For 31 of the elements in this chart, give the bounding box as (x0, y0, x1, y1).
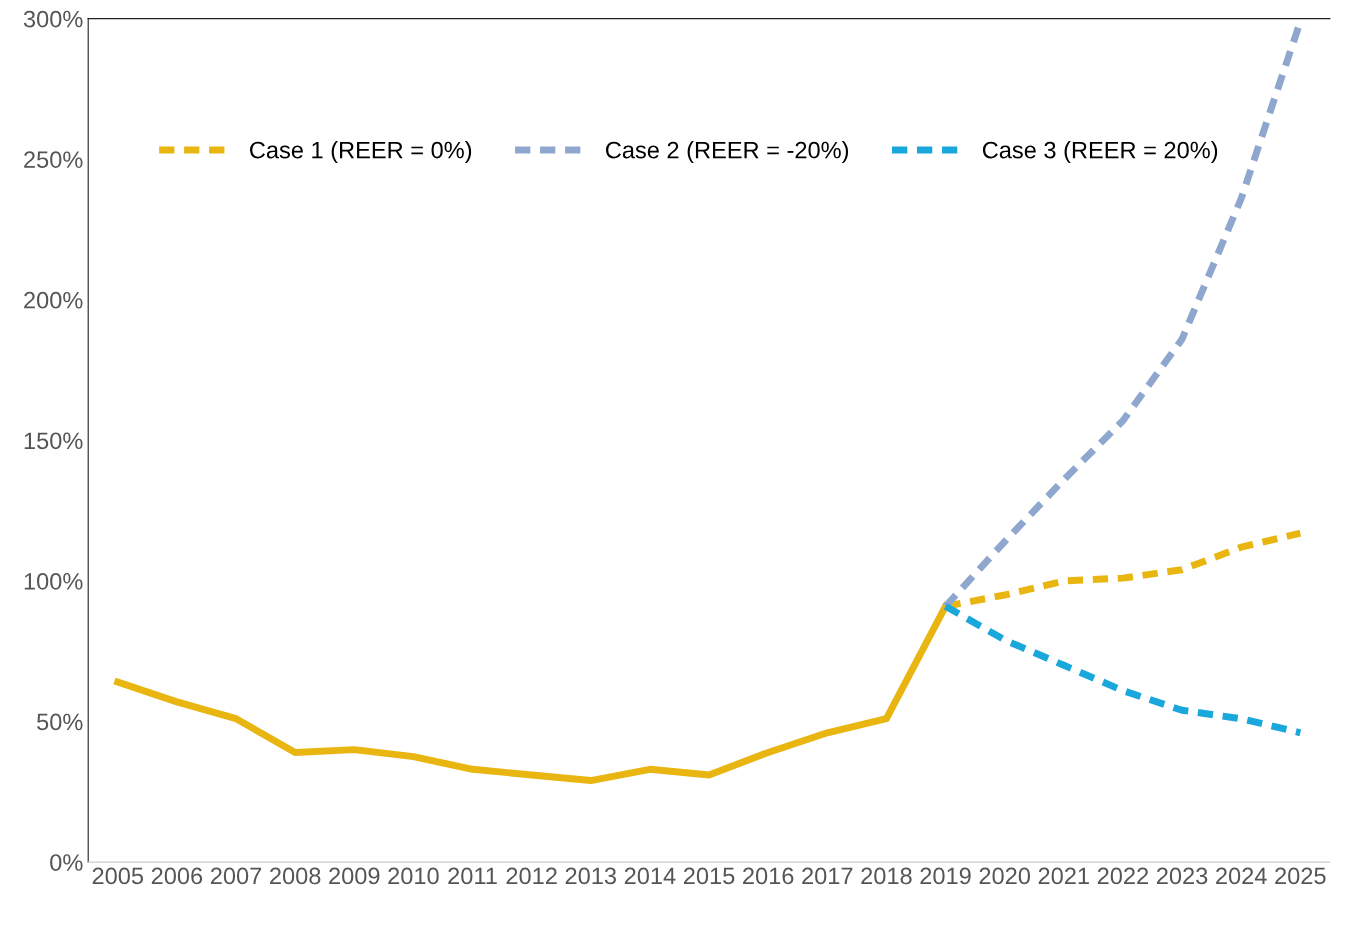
x-tick-label: 2005 (92, 867, 144, 885)
x-tick-label: 2011 (448, 867, 497, 885)
x-tick-label: 2023 (1156, 867, 1208, 885)
legend-label: Case 1 (REER = 0%) (250, 141, 472, 164)
y-tick-label: 200% (24, 291, 83, 309)
x-tick-label: 2006 (151, 867, 203, 885)
y-tick-label: 50% (37, 713, 83, 731)
y-tick-label: 0% (50, 854, 83, 871)
x-tick-label: 2013 (565, 867, 617, 885)
x-tick-label: 2025 (1275, 867, 1326, 885)
legend-label: Case 2 (REER = -20%) (605, 141, 849, 164)
y-tick-label: 250% (24, 151, 83, 168)
x-tick-label: 2022 (1097, 867, 1148, 885)
x-tick-label: 2018 (861, 867, 912, 885)
x-tick-label: 2015 (683, 867, 735, 885)
y-tick-label: 100% (24, 573, 83, 590)
x-tick-label: 2016 (743, 867, 794, 885)
y-tick-label: 300% (23, 10, 83, 28)
x-tick-label: 2007 (210, 867, 262, 885)
x-tick-label: 2019 (920, 867, 971, 885)
x-tick-label: 2008 (270, 867, 321, 885)
x-tick-label: 2017 (802, 867, 853, 885)
legend-label: Case 3 (REER = 20%) (982, 141, 1218, 164)
x-tick-label: 2012 (506, 867, 557, 885)
x-tick-label: 2014 (624, 867, 676, 885)
x-tick-label: 2010 (388, 867, 439, 885)
x-tick-label: 2024 (1216, 867, 1267, 885)
x-tick-label: 2020 (979, 867, 1031, 885)
y-tick-label: 150% (24, 432, 83, 450)
x-tick-label: 2021 (1038, 867, 1089, 885)
x-tick-label: 2009 (329, 867, 380, 885)
